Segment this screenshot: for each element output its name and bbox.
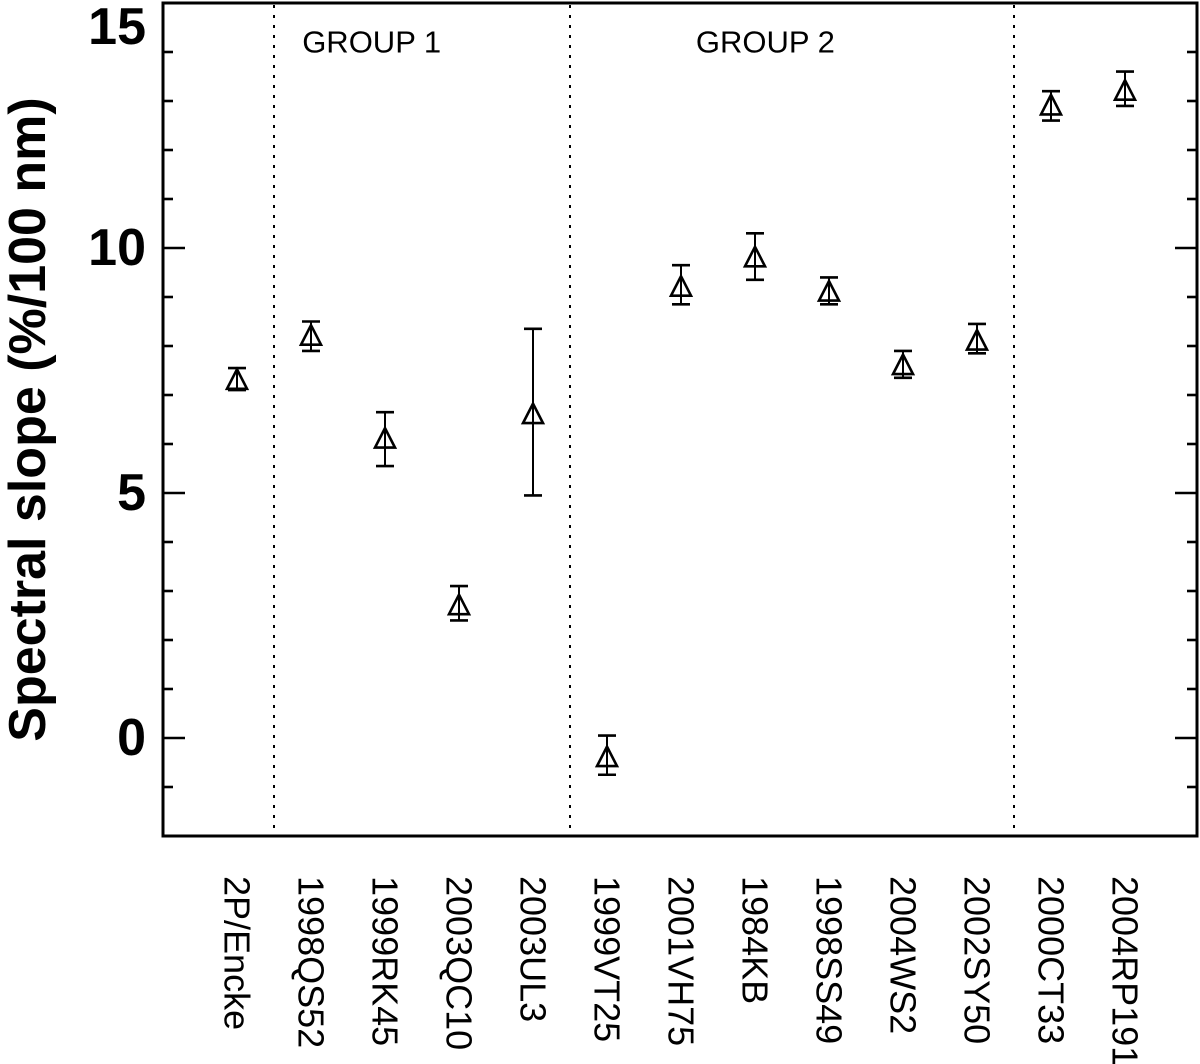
y-axis-title: Spectral slope (%/100 nm): [0, 97, 57, 741]
data-point-marker: [446, 591, 472, 616]
x-axis-label-8: 1984KB: [735, 876, 776, 1004]
data-point-marker: [298, 322, 324, 346]
plot-frame: [161, 1, 1199, 838]
data-point-marker: [1112, 77, 1138, 101]
data-point-marker: [372, 425, 398, 449]
y-tick-label-0: 0: [117, 709, 146, 767]
y-tick-label-15: 15: [88, 0, 146, 56]
x-axis-label-7: 2001VH75: [661, 876, 702, 1046]
x-axis-label-12: 2000CT33: [1031, 876, 1072, 1044]
data-point-marker: [964, 327, 990, 351]
data-point-marker: [224, 366, 250, 391]
data-point-marker: [890, 351, 916, 376]
x-axis-label-9: 1998SS49: [809, 876, 850, 1044]
data-point-marker: [1038, 92, 1064, 116]
y-tick-label-10: 10: [88, 219, 146, 277]
data-point-marker: [742, 243, 768, 268]
data-point-marker: [816, 278, 842, 302]
data-point-marker: [594, 743, 620, 768]
x-axis-label-6: 1999VT25: [587, 876, 628, 1042]
x-axis-label-13: 2004RP191: [1105, 876, 1146, 1064]
data-point-marker: [520, 400, 546, 425]
x-axis-label-3: 1999RK45: [365, 876, 406, 1046]
data-point-marker: [668, 273, 694, 297]
x-axis-label-2: 1998QS52: [291, 876, 332, 1048]
group-label-1: GROUP 1: [302, 25, 441, 60]
group-label-2: GROUP 2: [696, 25, 835, 60]
x-axis-label-5: 2003UL3: [513, 876, 554, 1022]
x-axis-label-11: 2002SY50: [957, 876, 998, 1044]
x-axis-label-4: 2003QC10: [439, 876, 480, 1050]
x-axis-label-10: 2004WS2: [883, 876, 924, 1034]
x-axis-label-1: 2P/Encke: [217, 876, 258, 1030]
y-tick-label-5: 5: [117, 464, 146, 522]
